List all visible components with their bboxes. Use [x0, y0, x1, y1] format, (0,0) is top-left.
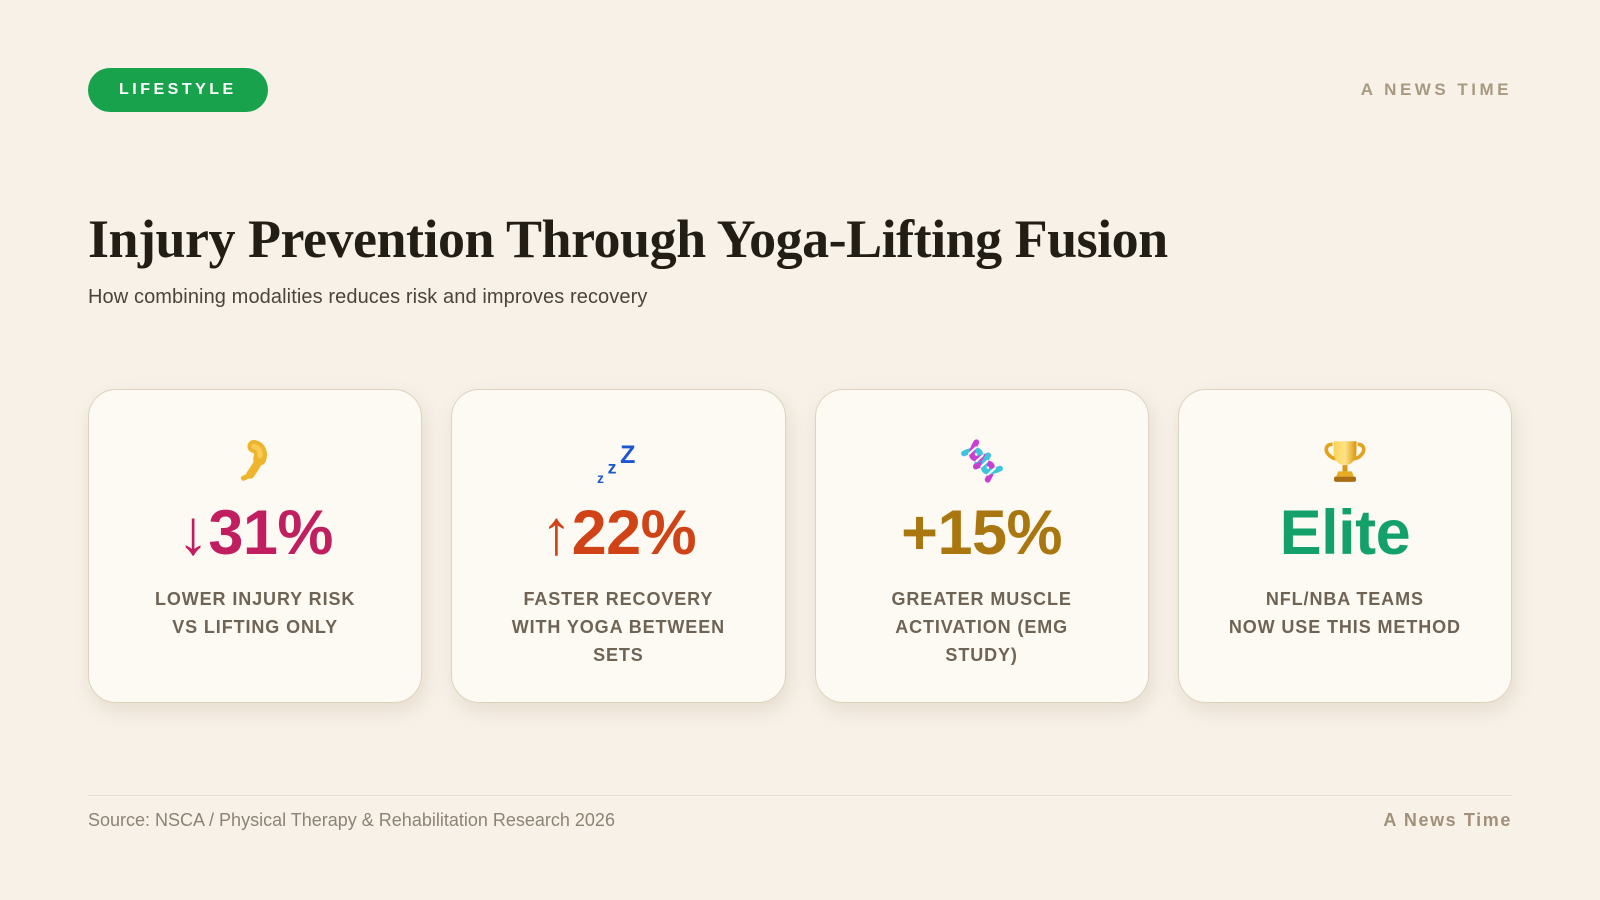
leg-icon [109, 434, 401, 488]
publication-name: A NEWS TIME [1360, 80, 1512, 99]
category-badge: LIFESTYLE [88, 68, 268, 112]
stat-card-activation: +15% GREATER MUSCLE ACTIVATION (EMG STUD… [814, 389, 1149, 703]
stat-value: Elite [1279, 498, 1411, 568]
page-subtitle: How combining modalities reduces risk an… [88, 286, 648, 308]
trophy-icon [1199, 434, 1491, 488]
stat-label: LOWER INJURY RISK VS LIFTING ONLY [154, 589, 356, 638]
stat-card-elite-teams: Elite NFL/NBA TEAMS NOW USE THIS METHOD [1177, 389, 1512, 703]
svg-text:z: z [598, 471, 605, 486]
page-title: Injury Prevention Through Yoga-Lifting F… [88, 209, 1168, 269]
stat-label: FASTER RECOVERY WITH YOGA BETWEEN SETS [511, 589, 726, 665]
svg-text:z: z [608, 458, 617, 478]
stat-value: ↓31% [177, 498, 333, 568]
stat-card-recovery: z z Z ↑22% FASTER RECOVERY WITH YOGA BET… [451, 389, 786, 703]
stat-value: +15% [901, 498, 1063, 568]
stat-card-injury-risk: ↓31% LOWER INJURY RISK VS LIFTING ONLY [88, 389, 423, 703]
footer: Source: NSCA / Physical Therapy & Rehabi… [88, 795, 1512, 831]
stat-label: NFL/NBA TEAMS NOW USE THIS METHOD [1228, 589, 1461, 638]
stat-value: ↑22% [540, 498, 697, 568]
stat-label: GREATER MUSCLE ACTIVATION (EMG STUDY) [891, 589, 1072, 665]
publication-name-footer: A News Time [1383, 810, 1512, 830]
zzz-icon: z z Z [472, 434, 764, 488]
header: LIFESTYLE A NEWS TIME [88, 68, 1512, 112]
svg-text:Z: Z [620, 441, 635, 469]
stat-cards-row: ↓31% LOWER INJURY RISK VS LIFTING ONLY z… [88, 389, 1512, 703]
dna-icon [836, 434, 1128, 488]
source-credit: Source: NSCA / Physical Therapy & Rehabi… [88, 810, 615, 830]
